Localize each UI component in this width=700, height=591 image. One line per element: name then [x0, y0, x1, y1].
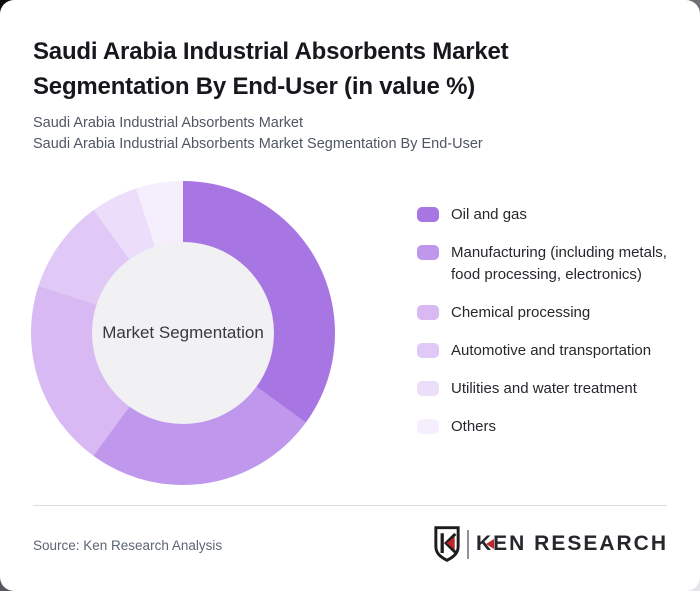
chart-legend: Oil and gas Manufacturing (including meta… [417, 204, 669, 438]
donut-center: Market Segmentation [92, 242, 274, 424]
legend-label: Oil and gas [451, 206, 527, 223]
footer-divider [33, 505, 667, 506]
legend-label: Utilities and water treatment [451, 380, 637, 397]
legend-swatch [417, 245, 439, 260]
legend-swatch [417, 305, 439, 320]
legend-label: Automotive and transportation [451, 342, 652, 359]
legend-item: Oil and gas [417, 204, 669, 226]
ken-research-logo: K EN RESEARCH [434, 526, 668, 562]
donut-center-label: Market Segmentation [102, 323, 264, 342]
chart-subtitle: Saudi Arabia Industrial Absorbents Marke… [33, 113, 483, 155]
subtitle-line-2: Saudi Arabia Industrial Absorbents Marke… [33, 136, 483, 152]
legend-swatch [417, 207, 439, 222]
legend-swatch [417, 381, 439, 396]
legend-item: Automotive and transportation [417, 340, 669, 362]
legend-swatch [417, 343, 439, 358]
legend-label: Manufacturing (including metals, food pr… [451, 244, 667, 283]
legend-label: Others [451, 418, 497, 435]
legend-item: Others [417, 416, 669, 438]
brand-shield-icon [434, 526, 460, 562]
legend-swatch [417, 419, 439, 434]
source-note: Source: Ken Research Analysis [33, 538, 223, 553]
legend-item: Chemical processing [417, 302, 669, 324]
chart-title: Saudi Arabia Industrial Absorbents Marke… [33, 38, 509, 100]
brand-red-triangle-icon [486, 539, 495, 549]
legend-item: Manufacturing (including metals, food pr… [417, 242, 669, 286]
brand-rest-letters: EN RESEARCH [493, 532, 668, 555]
subtitle-line-1: Saudi Arabia Industrial Absorbents Marke… [33, 115, 304, 131]
legend-label: Chemical processing [451, 304, 591, 321]
donut-chart: Market Segmentation [31, 181, 335, 485]
brand-divider [466, 529, 469, 559]
legend-item: Utilities and water treatment [417, 378, 669, 400]
brand-first-letter: K [475, 532, 495, 555]
brand-name: K EN RESEARCH [476, 532, 668, 556]
